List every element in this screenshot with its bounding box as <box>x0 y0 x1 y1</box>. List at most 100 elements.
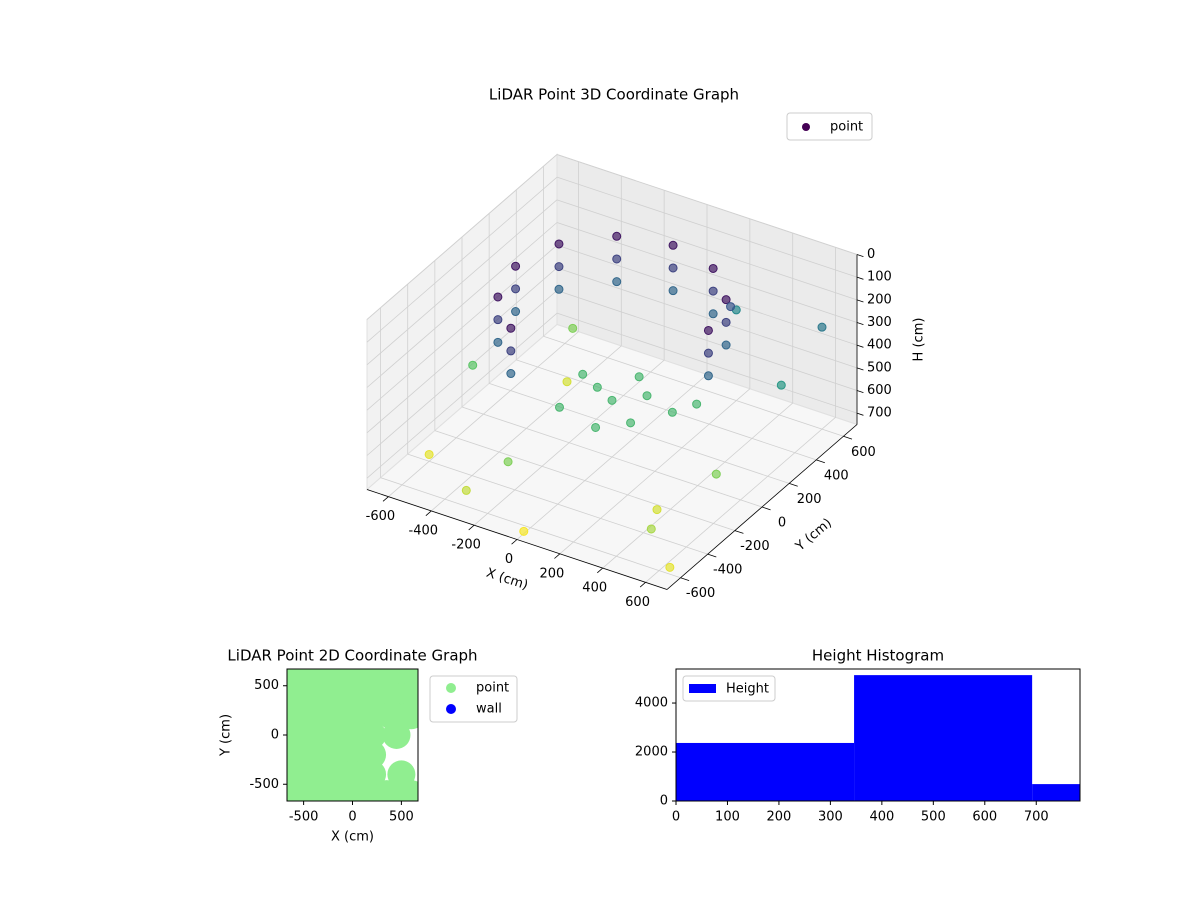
point <box>519 526 529 536</box>
point <box>318 721 347 749</box>
chart-title: LiDAR Point 3D Coordinate Graph <box>489 86 739 104</box>
y-tick-label: -500 <box>249 777 279 792</box>
point <box>377 681 406 710</box>
point <box>612 231 622 241</box>
legend-label: point <box>830 120 863 135</box>
x-tick-label: 400 <box>869 810 894 825</box>
point <box>592 382 602 392</box>
x-tick-label: 200 <box>539 566 564 581</box>
legend-box <box>786 112 873 141</box>
point <box>692 399 702 409</box>
x-tick-label: 500 <box>921 810 946 825</box>
x-tick-label: -200 <box>451 538 481 553</box>
point <box>358 721 387 749</box>
point <box>338 760 367 789</box>
point <box>665 562 675 572</box>
point <box>503 457 513 467</box>
grid-line <box>366 244 558 411</box>
point <box>299 721 328 749</box>
legend-label: point <box>476 681 509 696</box>
point <box>511 261 521 271</box>
y-axis-label: Y (cm) <box>219 714 234 757</box>
tick-mark <box>707 553 717 558</box>
z-axis-label: H (cm) <box>912 318 927 362</box>
x-tick-label: 600 <box>972 810 997 825</box>
plot-area <box>676 675 1080 801</box>
x-tick-label: -400 <box>409 523 439 538</box>
grid-line <box>366 267 558 434</box>
tick-mark <box>639 582 646 588</box>
tick-mark <box>856 367 864 371</box>
point <box>358 701 387 730</box>
point <box>776 380 786 390</box>
point <box>299 740 328 769</box>
y-tick-label: 0 <box>660 794 668 809</box>
legend-marker <box>446 704 456 714</box>
x-axis-label: X (cm) <box>331 830 374 845</box>
point <box>817 322 827 332</box>
x-tick-label: 500 <box>389 810 414 825</box>
bar <box>1032 784 1080 801</box>
point <box>318 701 347 730</box>
point <box>461 485 471 495</box>
axes-frame <box>675 668 1081 802</box>
point <box>382 721 411 749</box>
point <box>493 292 503 302</box>
tick-mark <box>856 344 864 348</box>
y-tick-label: 400 <box>824 468 849 483</box>
tick-mark <box>856 276 864 280</box>
grid-line <box>556 154 858 255</box>
point <box>493 315 503 325</box>
grid-line <box>556 312 858 414</box>
legend-marker <box>446 683 456 693</box>
point <box>591 422 601 432</box>
tick-mark <box>761 506 771 511</box>
chart-histogram: Height 0 100 200 300 400 500 600 700 0 2000 4000 Hei… <box>635 647 1081 825</box>
point <box>703 325 713 335</box>
point <box>493 337 503 347</box>
point <box>511 307 521 317</box>
tick-mark <box>856 322 864 326</box>
chart-title: LiDAR Point 2D Coordinate Graph <box>227 647 477 665</box>
point <box>626 418 636 428</box>
point <box>511 284 521 294</box>
legend-label: Height <box>726 682 769 697</box>
point <box>668 286 678 296</box>
x-tick-label: 600 <box>625 595 650 610</box>
point <box>555 402 564 412</box>
z-tick-label: 700 <box>867 406 892 421</box>
grid-line <box>366 312 558 479</box>
point <box>506 323 516 333</box>
point <box>721 317 731 327</box>
x-tick-label: 400 <box>582 581 607 596</box>
tick-mark <box>856 390 864 394</box>
point <box>299 701 328 730</box>
tick-mark <box>511 539 518 545</box>
point <box>721 340 731 350</box>
y-tick-label: 600 <box>851 445 876 460</box>
point <box>708 309 718 319</box>
point <box>299 681 328 710</box>
z-tick-label: 300 <box>867 315 892 330</box>
y-axis-label: Y (cm) <box>792 516 835 555</box>
point <box>358 740 387 769</box>
x-tick-label: 700 <box>1024 810 1049 825</box>
grid-line <box>543 335 844 437</box>
point <box>318 760 347 789</box>
point <box>612 277 622 287</box>
grid-line <box>366 176 558 343</box>
point <box>726 302 736 312</box>
grid-line <box>366 154 558 320</box>
point <box>506 346 516 356</box>
grid-line <box>461 406 763 508</box>
x-tick-label: -600 <box>366 509 396 524</box>
y-tick-label: 200 <box>797 492 822 507</box>
y-tick-label: -400 <box>713 563 743 578</box>
legend-box <box>429 675 518 723</box>
grid-line <box>366 199 558 366</box>
point <box>703 371 713 381</box>
point <box>578 369 588 379</box>
point <box>646 524 656 534</box>
point <box>554 284 564 294</box>
x-tick-label: 100 <box>715 810 740 825</box>
